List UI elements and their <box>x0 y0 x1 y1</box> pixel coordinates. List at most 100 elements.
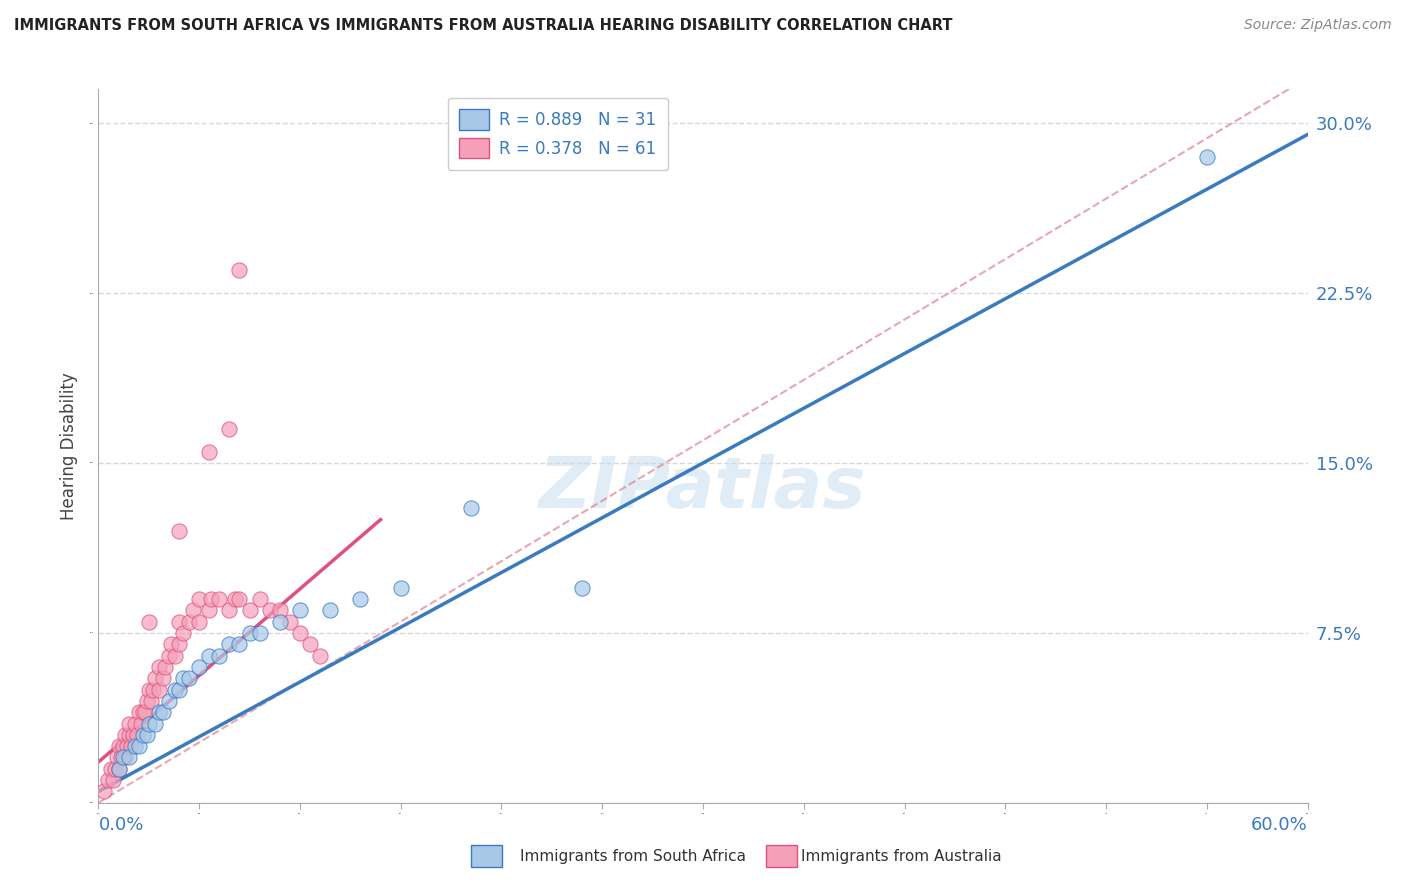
Point <box>163 682 186 697</box>
Point <box>103 762 125 776</box>
Point <box>208 648 231 663</box>
Point <box>152 705 174 719</box>
Point <box>114 750 136 764</box>
Point <box>142 682 165 697</box>
Point <box>239 626 262 640</box>
Point <box>1195 150 1218 164</box>
Point <box>134 705 156 719</box>
Point <box>319 603 342 617</box>
Point <box>93 784 115 798</box>
Point <box>148 705 170 719</box>
Point <box>139 694 162 708</box>
Point <box>288 603 311 617</box>
Point <box>132 705 155 719</box>
Point <box>135 728 157 742</box>
Point <box>249 626 271 640</box>
Point <box>172 671 194 685</box>
Point <box>288 626 311 640</box>
Point <box>172 626 194 640</box>
Point <box>143 671 166 685</box>
Point <box>111 739 134 754</box>
Point <box>101 773 124 788</box>
Point <box>160 637 183 651</box>
Point <box>121 728 143 742</box>
Point <box>389 581 412 595</box>
Point <box>97 773 120 788</box>
Point <box>138 682 160 697</box>
Point <box>224 591 246 606</box>
Point <box>571 581 593 595</box>
Point <box>125 728 148 742</box>
Point <box>167 637 190 651</box>
Text: Source: ZipAtlas.com: Source: ZipAtlas.com <box>1244 18 1392 32</box>
Point <box>167 524 190 538</box>
Legend: R = 0.889   N = 31, R = 0.378   N = 61: R = 0.889 N = 31, R = 0.378 N = 61 <box>447 97 668 169</box>
Text: 60.0%: 60.0% <box>1251 815 1308 834</box>
Point <box>269 615 291 629</box>
Point <box>299 637 322 651</box>
Point <box>120 739 142 754</box>
Point <box>228 591 250 606</box>
Point <box>249 591 271 606</box>
Point <box>198 648 221 663</box>
Point <box>107 739 129 754</box>
Text: ZIPatlas: ZIPatlas <box>540 454 866 524</box>
Point <box>269 603 291 617</box>
Point <box>179 615 201 629</box>
Point <box>118 750 141 764</box>
Point <box>118 716 141 731</box>
Text: Immigrants from South Africa: Immigrants from South Africa <box>520 849 747 863</box>
Point <box>218 422 240 436</box>
Point <box>218 637 240 651</box>
Point <box>132 728 155 742</box>
Point <box>148 682 170 697</box>
Point <box>208 591 231 606</box>
Point <box>460 501 482 516</box>
Text: IMMIGRANTS FROM SOUTH AFRICA VS IMMIGRANTS FROM AUSTRALIA HEARING DISABILITY COR: IMMIGRANTS FROM SOUTH AFRICA VS IMMIGRAN… <box>14 18 952 33</box>
Point <box>110 750 132 764</box>
Point <box>188 615 211 629</box>
Point <box>167 615 190 629</box>
Point <box>239 603 262 617</box>
Point <box>124 716 146 731</box>
Point <box>128 705 150 719</box>
Point <box>200 591 222 606</box>
Point <box>218 603 240 617</box>
Y-axis label: Hearing Disability: Hearing Disability <box>60 372 79 520</box>
Point <box>179 671 201 685</box>
Point <box>129 716 152 731</box>
Point <box>114 728 136 742</box>
Point <box>228 263 250 277</box>
Point <box>152 671 174 685</box>
Point <box>138 716 160 731</box>
Point <box>128 739 150 754</box>
Point <box>107 762 129 776</box>
Point <box>181 603 204 617</box>
Point <box>198 444 221 458</box>
Point <box>100 762 122 776</box>
Text: 0.0%: 0.0% <box>98 815 143 834</box>
Point <box>157 694 180 708</box>
Point <box>111 750 134 764</box>
Point <box>105 750 128 764</box>
Point <box>115 739 138 754</box>
Point <box>135 694 157 708</box>
Point <box>188 591 211 606</box>
Point <box>349 591 371 606</box>
Point <box>143 716 166 731</box>
Point <box>118 728 141 742</box>
Point <box>148 660 170 674</box>
Point <box>228 637 250 651</box>
Text: Immigrants from Australia: Immigrants from Australia <box>801 849 1002 863</box>
Point <box>153 660 176 674</box>
Point <box>198 603 221 617</box>
Point <box>138 615 160 629</box>
Point <box>259 603 281 617</box>
Point <box>124 739 146 754</box>
Point <box>278 615 301 629</box>
Point <box>157 648 180 663</box>
Point <box>167 682 190 697</box>
Point <box>163 648 186 663</box>
Point <box>107 762 129 776</box>
Point <box>309 648 332 663</box>
